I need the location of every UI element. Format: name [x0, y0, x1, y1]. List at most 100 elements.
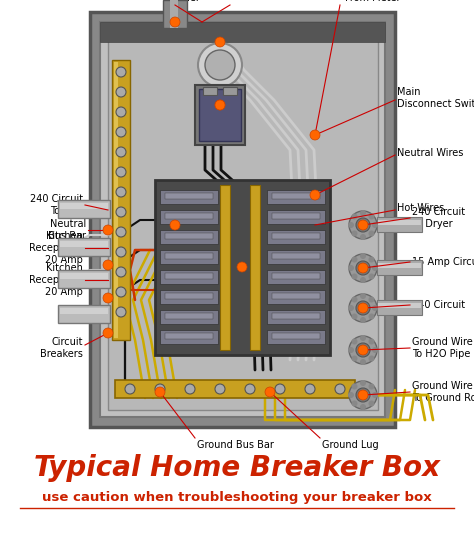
Circle shape [368, 273, 374, 279]
Circle shape [358, 220, 368, 230]
Circle shape [170, 220, 180, 230]
Bar [267, 330, 325, 344]
Bar [160, 290, 218, 304]
Circle shape [215, 384, 225, 394]
Circle shape [352, 401, 357, 407]
Bar [163, 0, 187, 28]
Bar [115, 380, 355, 398]
Text: Hot Wires: Hot Wires [397, 203, 444, 213]
Circle shape [356, 301, 370, 315]
Text: Main
Disconnect Switch: Main Disconnect Switch [397, 87, 474, 109]
Bar [165, 313, 213, 319]
Bar [267, 190, 325, 204]
Circle shape [335, 384, 345, 394]
Circle shape [352, 231, 357, 237]
Bar [160, 190, 218, 204]
Bar [267, 210, 325, 224]
Text: 15 Amp Circuit: 15 Amp Circuit [412, 257, 474, 267]
Circle shape [352, 214, 357, 220]
Text: use caution when troubleshooting your breaker box: use caution when troubleshooting your br… [42, 492, 432, 505]
Circle shape [116, 107, 126, 117]
Bar [114, 62, 118, 338]
Circle shape [116, 147, 126, 157]
Text: Kitchen
Receptacle
20 Amp: Kitchen Receptacle 20 Amp [29, 262, 83, 298]
Circle shape [116, 87, 126, 97]
Circle shape [360, 359, 366, 365]
Circle shape [360, 380, 366, 386]
Circle shape [116, 67, 126, 77]
Bar [267, 270, 325, 284]
Bar [272, 273, 320, 279]
Bar [377, 300, 422, 315]
Circle shape [358, 345, 368, 355]
Bar [58, 200, 110, 218]
Bar [199, 89, 241, 141]
Circle shape [275, 384, 285, 394]
Circle shape [360, 293, 366, 299]
Circle shape [103, 225, 113, 235]
Bar [267, 250, 325, 264]
Circle shape [358, 263, 368, 273]
Circle shape [116, 207, 126, 217]
Circle shape [103, 293, 113, 303]
Text: Neutral Wires: Neutral Wires [397, 148, 464, 158]
Circle shape [116, 127, 126, 137]
Circle shape [215, 100, 225, 110]
Bar [60, 273, 108, 279]
Circle shape [372, 347, 378, 353]
Circle shape [170, 17, 180, 27]
Circle shape [372, 392, 378, 398]
Circle shape [352, 356, 357, 362]
Circle shape [215, 37, 225, 47]
Circle shape [360, 210, 366, 216]
Bar [267, 230, 325, 244]
Circle shape [116, 227, 126, 237]
Bar [160, 310, 218, 324]
Text: Kitchen
Receptacle
20 Amp: Kitchen Receptacle 20 Amp [29, 231, 83, 265]
Bar [165, 233, 213, 239]
Circle shape [360, 317, 366, 323]
Bar [272, 313, 320, 319]
Bar [112, 60, 130, 340]
Circle shape [368, 356, 374, 362]
Circle shape [368, 401, 374, 407]
Circle shape [205, 50, 235, 80]
Bar [272, 293, 320, 299]
Circle shape [103, 260, 113, 270]
Circle shape [116, 187, 126, 197]
Bar [267, 310, 325, 324]
Circle shape [352, 313, 357, 319]
Circle shape [349, 211, 377, 239]
Circle shape [116, 307, 126, 317]
Bar [58, 238, 110, 256]
Circle shape [348, 222, 354, 228]
Text: From Meter: From Meter [345, 0, 401, 3]
Bar [378, 220, 421, 225]
Circle shape [103, 328, 113, 338]
Circle shape [116, 167, 126, 177]
Text: 240 Circuit
To A.C.: 240 Circuit To A.C. [30, 194, 83, 216]
Bar [160, 230, 218, 244]
Text: 240 Circuit: 240 Circuit [412, 300, 465, 310]
Bar [165, 273, 213, 279]
Bar [272, 333, 320, 339]
Bar [60, 203, 108, 209]
Bar [272, 233, 320, 239]
Circle shape [358, 303, 368, 313]
Circle shape [198, 43, 242, 87]
Text: 240 Circuit
To Dryer: 240 Circuit To Dryer [412, 207, 465, 229]
Bar [160, 330, 218, 344]
Circle shape [265, 387, 275, 397]
Circle shape [348, 392, 354, 398]
Bar [378, 263, 421, 268]
Bar [377, 260, 422, 275]
Circle shape [155, 387, 165, 397]
Circle shape [372, 222, 378, 228]
Bar [250, 185, 260, 350]
Bar [377, 217, 422, 232]
Text: Ground Wire
To H2O Pipe: Ground Wire To H2O Pipe [412, 337, 473, 359]
Bar [272, 213, 320, 219]
Circle shape [310, 130, 320, 140]
Circle shape [116, 267, 126, 277]
Bar [220, 185, 230, 350]
